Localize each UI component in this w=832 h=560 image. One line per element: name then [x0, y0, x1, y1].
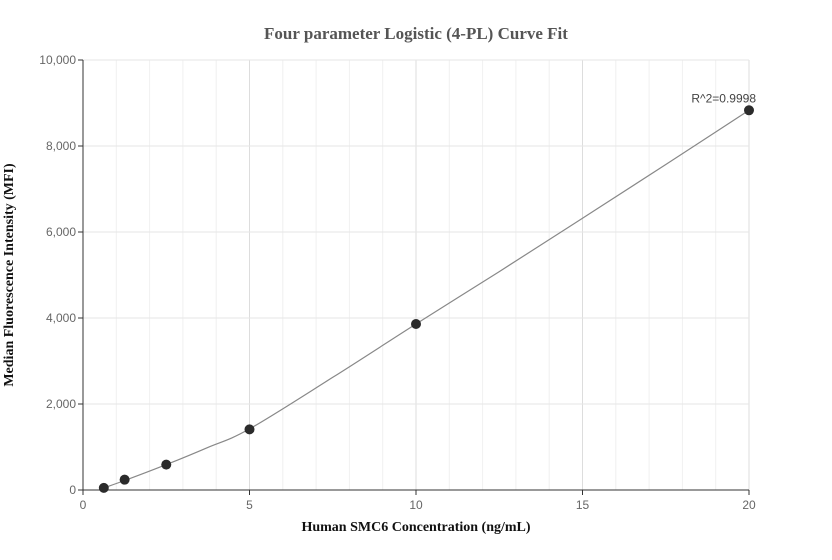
chart-title: Four parameter Logistic (4-PL) Curve Fit — [264, 24, 568, 43]
y-tick-label: 0 — [69, 483, 76, 497]
x-tick-label: 5 — [246, 498, 253, 512]
data-point — [98, 482, 109, 493]
y-tick-label: 8,000 — [46, 139, 76, 153]
fit-curve — [103, 109, 750, 489]
y-axis-title: Median Fluorescence Intensity (MFI) — [2, 163, 17, 387]
y-tick-label: 2,000 — [46, 397, 76, 411]
data-point — [411, 319, 421, 330]
data-point — [161, 459, 172, 470]
data-point — [244, 424, 255, 435]
x-tick-label: 15 — [576, 498, 590, 512]
x-tick-label: 0 — [80, 498, 87, 512]
y-tick-label: 4,000 — [46, 311, 76, 325]
axes — [78, 59, 750, 495]
x-tick-label: 10 — [409, 498, 423, 512]
r-squared-annotation: R^2=0.9998 — [691, 91, 756, 105]
data-point — [744, 105, 754, 116]
y-tick-label: 6,000 — [46, 225, 76, 239]
x-axis-title: Human SMC6 Concentration (ng/mL) — [301, 520, 530, 535]
data-point — [119, 474, 130, 485]
data-points — [98, 105, 754, 493]
x-tick-label: 20 — [742, 498, 756, 512]
grid — [82, 59, 750, 491]
y-tick-label: 10,000 — [39, 53, 76, 67]
tick-labels: 0 5 10 15 20 0 2,000 4,000 6,000 8,000 10,000 — [39, 53, 756, 512]
